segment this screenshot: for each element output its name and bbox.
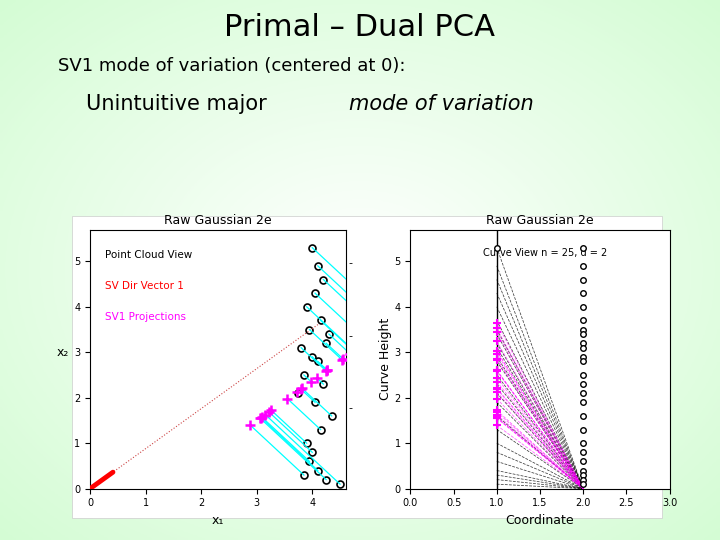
Text: -: -	[348, 403, 352, 413]
Text: SV1 Projections: SV1 Projections	[105, 313, 186, 322]
X-axis label: x₁: x₁	[212, 514, 224, 527]
X-axis label: Coordinate: Coordinate	[505, 514, 575, 527]
Text: SV Dir Vector 1: SV Dir Vector 1	[105, 281, 184, 292]
Y-axis label: x₂: x₂	[57, 346, 69, 359]
Text: Unintuitive major: Unintuitive major	[86, 94, 274, 114]
Text: mode of variation: mode of variation	[349, 94, 534, 114]
Text: Primal – Dual PCA: Primal – Dual PCA	[225, 14, 495, 43]
Title: Raw Gaussian 2e: Raw Gaussian 2e	[164, 214, 271, 227]
Text: -: -	[348, 258, 352, 268]
Title: Raw Gaussian 2e: Raw Gaussian 2e	[486, 214, 594, 227]
Y-axis label: Curve Height: Curve Height	[379, 318, 392, 400]
Text: Point Cloud View: Point Cloud View	[105, 250, 192, 260]
Text: SV1 mode of variation (centered at 0):: SV1 mode of variation (centered at 0):	[58, 57, 405, 75]
Text: Curve View n = 25, d = 2: Curve View n = 25, d = 2	[483, 248, 607, 258]
Text: -: -	[348, 331, 352, 341]
